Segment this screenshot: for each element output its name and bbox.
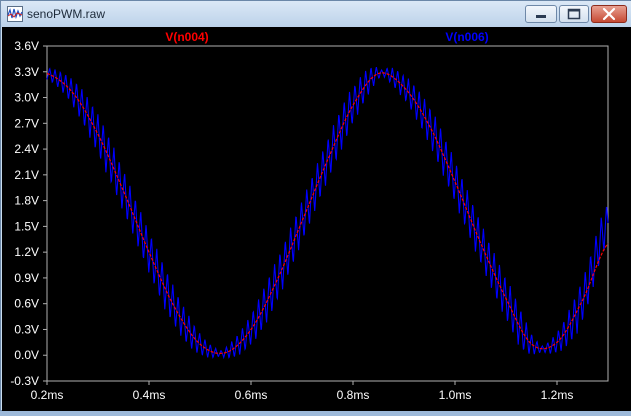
maximize-icon [567,8,581,20]
minimize-button[interactable] [525,5,557,23]
trace-v-n004[interactable] [46,72,609,354]
y-tick-label: 0.0V [14,348,39,362]
x-tick-label: 1.2ms [541,388,574,402]
legend-v-n004[interactable]: V(n004) [165,30,208,44]
close-button[interactable] [591,5,627,23]
plot-frame [46,45,609,382]
minimize-icon [536,15,546,18]
close-icon [602,7,616,21]
y-tick-label: 0.6V [14,297,39,311]
y-tick-label: -0.3V [10,374,39,388]
x-tick-label: 0.2ms [31,388,64,402]
y-tick-label: 1.8V [14,194,39,208]
x-tick-label: 0.8ms [337,388,370,402]
y-tick-label: 1.5V [14,219,39,233]
window-title: senoPWM.raw [27,7,106,21]
y-tick-label: 0.9V [14,271,39,285]
x-tick-label: 0.4ms [133,388,166,402]
y-tick-label: 2.1V [14,168,39,182]
y-tick-label: 3.3V [14,65,39,79]
y-tick-label: 0.3V [14,322,39,336]
y-tick-label: 3.6V [14,39,39,53]
trace-v-n006[interactable] [46,66,609,360]
y-tick-label: 2.7V [14,116,39,130]
x-tick-label: 0.6ms [235,388,268,402]
x-tick-label: 1.0ms [439,388,472,402]
y-tick-label: 1.2V [14,245,39,259]
legend-v-n006[interactable]: V(n006) [445,30,488,44]
waveform-viewer-icon [7,6,23,22]
waveform-chart[interactable]: 3.6V 3.3V 3.0V 2.7V 2.4V 2.1V 1.8V 1.5V 1.2V 0.9V… [2,27,631,411]
maximize-button[interactable] [559,5,589,23]
plot-area[interactable]: 3.6V 3.3V 3.0V 2.7V 2.4V 2.1V 1.8V 1.5V 1.2V 0.9V… [2,27,631,411]
title-bar[interactable]: senoPWM.raw [1,1,631,27]
y-tick-label: 2.4V [14,142,39,156]
y-tick-label: 3.0V [14,91,39,105]
